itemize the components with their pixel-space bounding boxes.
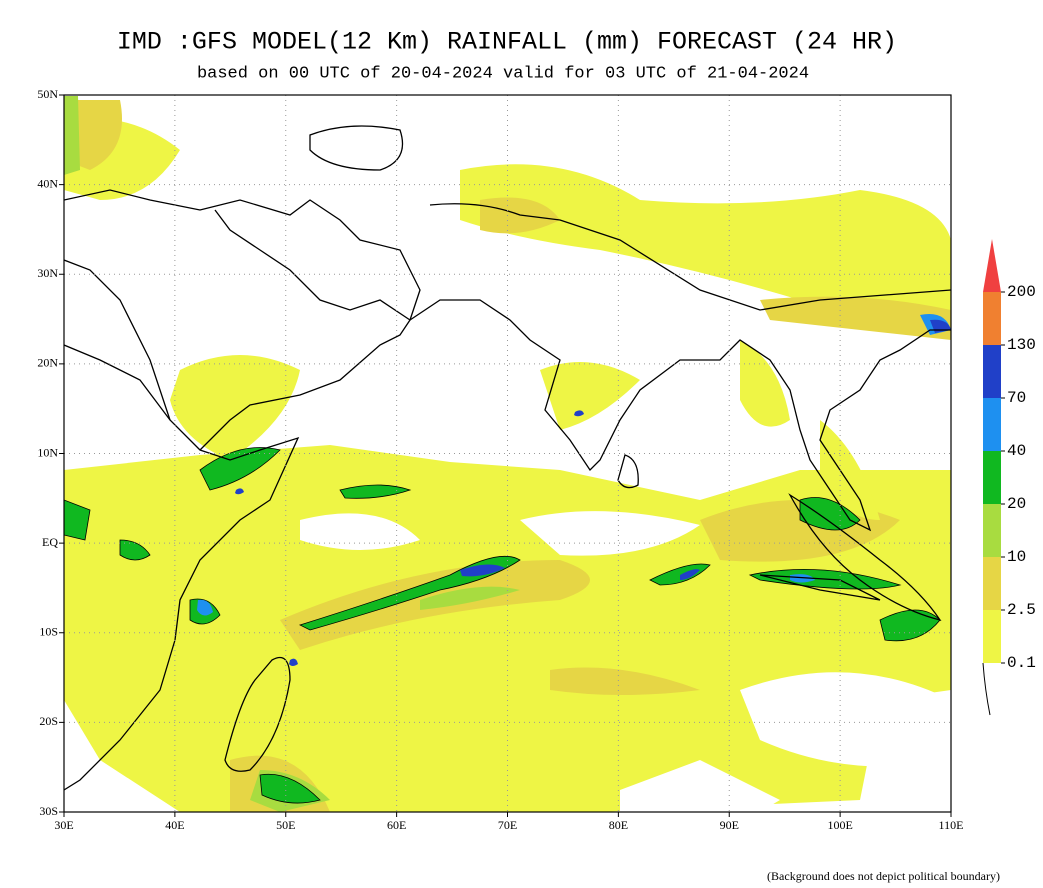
coastline [64, 259, 171, 421]
colorbar-label: 130 [1007, 336, 1036, 354]
title: IMD :GFS MODEL(12 Km) RAINFALL (mm) FORE… [117, 28, 897, 57]
colorbar-triangle [983, 239, 1001, 292]
coastline [409, 299, 951, 532]
lon-tick-label: 40E [165, 818, 184, 832]
colorbar-segment [983, 557, 1001, 610]
lat-tick-label: 30N [37, 266, 58, 280]
colorbar-tail [982, 662, 991, 716]
colorbar-label: 200 [1007, 283, 1036, 301]
colorbar-segment [983, 504, 1001, 557]
lon-tick-label: 50E [276, 818, 295, 832]
lat-tick-label: 50N [37, 87, 58, 101]
lon-tick-label: 100E [827, 818, 852, 832]
coastline [617, 454, 639, 489]
dry-area [300, 511, 951, 812]
lat-tick-label: EQ [42, 535, 58, 549]
coastline [64, 344, 300, 791]
colorbar-segment [983, 292, 1001, 345]
colorbar-label: 2.5 [1007, 601, 1036, 619]
footnote: (Background does not depict political bo… [767, 869, 1000, 883]
lat-tick-label: 20N [37, 356, 58, 370]
graticule [59, 94, 952, 817]
lat-tick-label: 40N [37, 176, 58, 190]
rainfall-field [64, 96, 951, 812]
colorbar-label: 0.1 [1007, 654, 1036, 672]
lat-tick-label: 10S [39, 625, 58, 639]
colorbar-segment [983, 610, 1001, 663]
coastlines [64, 125, 951, 791]
coastline [309, 125, 951, 311]
colorbar-segment [983, 345, 1001, 398]
lon-tick-label: 90E [720, 818, 739, 832]
map-frame [63, 94, 952, 813]
subtitle: based on 00 UTC of 20-04-2024 valid for … [197, 64, 809, 83]
lon-tick-label: 110E [939, 818, 964, 832]
lat-tick-label: 20S [39, 714, 58, 728]
lat-tick-label: 10N [37, 445, 58, 459]
lon-tick-label: 80E [609, 818, 628, 832]
coastline [224, 656, 291, 772]
colorbar-segment [983, 451, 1001, 504]
lon-tick-label: 70E [498, 818, 517, 832]
coastline [64, 189, 421, 321]
lon-tick-label: 60E [387, 818, 406, 832]
colorbar: 0.1 2.5 10 20 40 70 130 200 [983, 239, 1036, 672]
rain-area [64, 118, 951, 520]
colorbar-segment [983, 398, 1001, 451]
colorbar-label: 20 [1007, 495, 1026, 513]
colorbar-label: 10 [1007, 548, 1026, 566]
colorbar-label: 70 [1007, 389, 1026, 407]
colorbar-label: 40 [1007, 442, 1026, 460]
lon-tick-label: 30E [54, 818, 73, 832]
lat-tick-label: 30S [39, 804, 58, 818]
coastline [759, 493, 942, 622]
